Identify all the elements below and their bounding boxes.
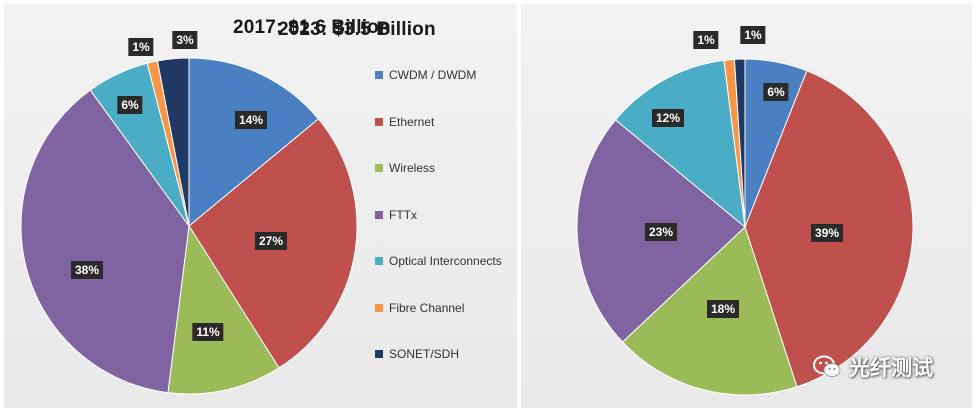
chart-title-2017: 2017: $1.6 Billion bbox=[233, 17, 391, 38]
legend-swatch bbox=[375, 350, 383, 358]
legend-swatch bbox=[375, 211, 383, 219]
legend-label: Optical Interconnects bbox=[389, 254, 502, 268]
data-label-2017-fttx: 38% bbox=[70, 261, 104, 279]
pie-slice-2017-wireless bbox=[167, 224, 280, 395]
data-label-2023-wireless: 18% bbox=[706, 300, 740, 318]
legend-label: CWDM / DWDM bbox=[389, 68, 477, 82]
legend-item-fttx: FTTx bbox=[375, 208, 417, 222]
data-label-2023-fibre-channel: 1% bbox=[693, 31, 719, 49]
chart-title-2023: 2023: $3.5 Billion bbox=[278, 19, 436, 40]
legend-swatch bbox=[375, 71, 383, 79]
data-label-2023-optical-interconnects: 12% bbox=[651, 109, 685, 127]
legend-label: SONET/SDH bbox=[389, 347, 460, 361]
data-label-2017-fibre-channel: 1% bbox=[128, 38, 154, 56]
pie-slice-2023-sonet-sdh bbox=[733, 58, 746, 228]
data-label-2023-sonet-sdh: 1% bbox=[740, 26, 766, 44]
data-label-2017-optical-interconnects: 6% bbox=[117, 96, 143, 114]
data-label-2023-fttx: 23% bbox=[644, 223, 678, 241]
data-label-2023-cwdm-dwdm: 6% bbox=[763, 83, 789, 101]
wechat-icon bbox=[813, 355, 841, 377]
data-label-2017-ethernet: 27% bbox=[254, 232, 288, 250]
data-label-2017-cwdm-dwdm: 14% bbox=[234, 111, 268, 129]
legend-item-cwdm-dwdm: CWDM / DWDM bbox=[375, 68, 476, 82]
legend-label: Wireless bbox=[389, 161, 436, 175]
legend-swatch bbox=[375, 164, 383, 172]
legend-label: Fibre Channel bbox=[389, 301, 465, 315]
pie-slice-2017-cwdm-dwdm bbox=[188, 57, 320, 228]
watermark: 光纤测试 bbox=[813, 352, 933, 382]
legend-item-fibre-channel: Fibre Channel bbox=[375, 301, 464, 315]
legend-swatch bbox=[375, 304, 383, 312]
legend-swatch bbox=[375, 118, 383, 126]
pie-slice-2017-fttx bbox=[20, 89, 190, 394]
pie-slice-2023-optical-interconnects bbox=[614, 59, 746, 229]
legend-label: FTTx bbox=[389, 208, 417, 222]
data-label-2017-sonet-sdh: 3% bbox=[172, 31, 198, 49]
data-label-2023-ethernet: 39% bbox=[810, 224, 844, 242]
legend-item-optical-interconnects: Optical Interconnects bbox=[375, 254, 502, 268]
data-label-2017-wireless: 11% bbox=[192, 323, 224, 341]
legend-item-sonet-sdh: SONET/SDH bbox=[375, 347, 459, 361]
legend-item-wireless: Wireless bbox=[375, 161, 435, 175]
legend-label: Ethernet bbox=[389, 115, 435, 129]
legend-item-ethernet: Ethernet bbox=[375, 115, 434, 129]
watermark-text: 光纤测试 bbox=[849, 357, 933, 380]
legend-swatch bbox=[375, 257, 383, 265]
pie-slice-2017-sonet-sdh bbox=[156, 57, 190, 227]
